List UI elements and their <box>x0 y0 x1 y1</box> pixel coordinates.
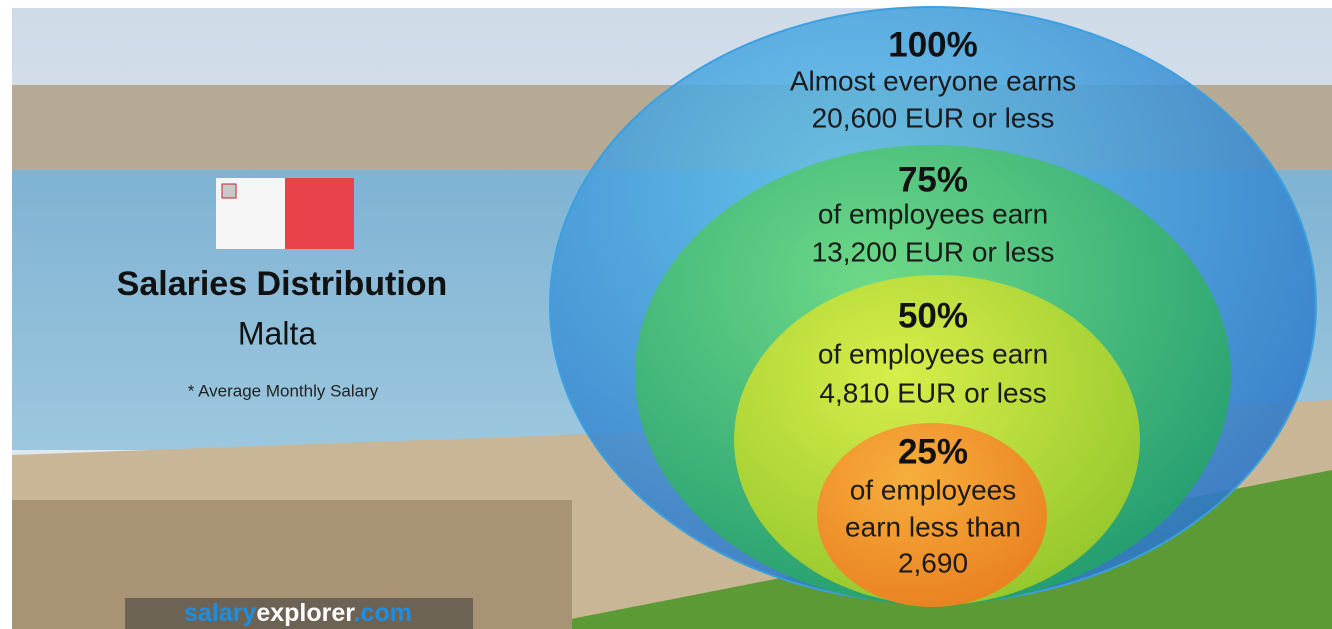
logo-part: explorer <box>256 599 355 627</box>
level-line: 2,690 <box>898 547 968 578</box>
infographic: Salaries Distribution Malta * Average Mo… <box>0 0 1332 629</box>
logo-part: salary <box>184 599 256 627</box>
flag-cross <box>222 184 236 198</box>
location: Malta <box>238 315 316 351</box>
page: Salaries Distribution {"header": {"title… <box>0 0 1332 629</box>
percent: 50% <box>898 296 968 335</box>
note: * Average Monthly Salary <box>188 381 379 400</box>
logo-part: .com <box>354 599 412 627</box>
level-line: 20,600 EUR or less <box>812 102 1055 133</box>
level-line: Almost everyone earns <box>790 65 1076 96</box>
level-line: of employees earn <box>818 198 1048 229</box>
level-line: 4,810 EUR or less <box>819 377 1046 408</box>
level-line: earn less than <box>845 511 1021 542</box>
level-line: of employees earn <box>818 338 1048 369</box>
level-line: of employees <box>850 474 1017 505</box>
title: Salaries Distribution <box>117 265 448 303</box>
flag-red <box>285 178 354 249</box>
percent: 75% <box>898 160 968 199</box>
body: Salaries Distribution Malta * Average Mo… <box>0 0 1332 629</box>
level-line: 13,200 EUR or less <box>812 236 1055 267</box>
logo[interactable]: salaryexplorer.com <box>184 599 412 627</box>
percent: 100% <box>888 25 978 64</box>
percent: 25% <box>898 432 968 471</box>
